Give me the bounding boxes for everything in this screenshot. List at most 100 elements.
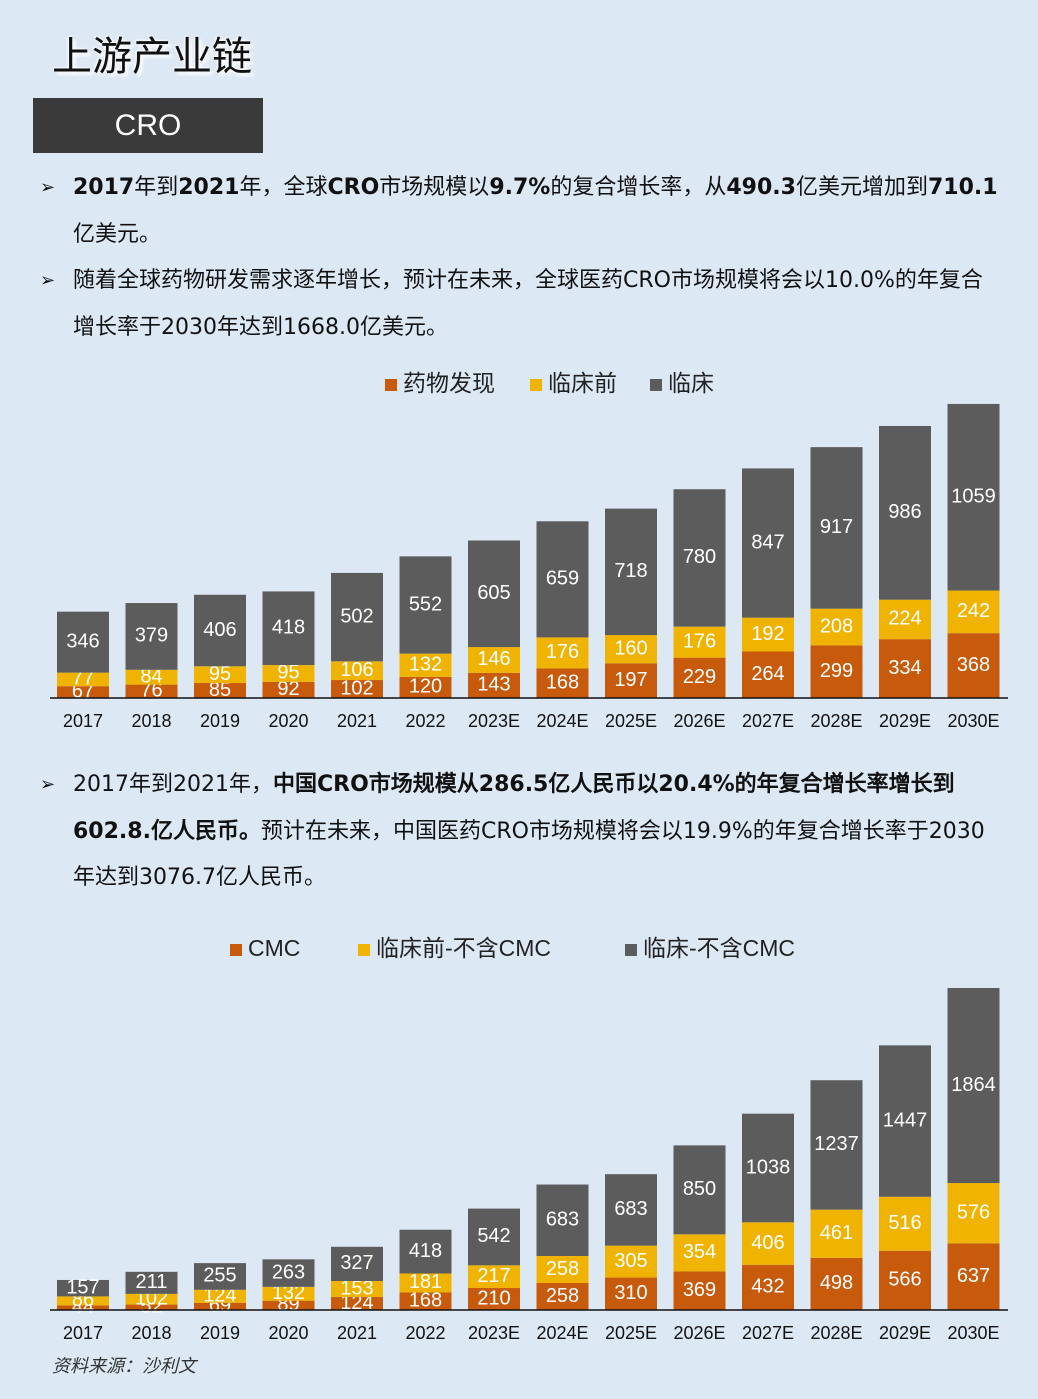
data-label: 255 [203, 1265, 236, 1287]
bar-segment [399, 1292, 452, 1310]
data-label: 106 [340, 659, 373, 681]
text-run: 9.7% [489, 175, 551, 200]
data-label: 346 [66, 630, 99, 652]
bar-segment [194, 1263, 246, 1290]
x-tick-label: 2026E [673, 1323, 725, 1343]
data-label: 132 [409, 654, 442, 676]
data-label: 217 [477, 1265, 510, 1287]
x-tick-label: 2024E [536, 711, 588, 731]
data-label: 502 [340, 605, 373, 627]
data-label: 229 [683, 666, 716, 688]
bar-segment [742, 1113, 794, 1223]
x-tick-label: 2019 [200, 1323, 240, 1343]
x-tick-label: 2017 [63, 1323, 103, 1343]
text-run: 中国CRO市场规模从286.5亿人民币以20.4%的年复合增长率增长到602.8… [73, 772, 955, 844]
bar-segment [194, 666, 246, 684]
text-run: 2017 [73, 175, 135, 200]
data-label: 143 [477, 674, 510, 696]
data-label: 847 [751, 531, 784, 553]
data-label: 1864 [951, 1074, 996, 1096]
x-tick-label: 2028E [810, 711, 862, 731]
legend-label: 药物发现 [403, 370, 495, 396]
data-label: 917 [820, 516, 853, 538]
data-label: 637 [957, 1265, 990, 1287]
data-label: 498 [820, 1272, 853, 1294]
text-run: 市场规模以 [379, 175, 490, 200]
x-tick-label: 2027E [742, 711, 794, 731]
bar-segment [536, 1184, 589, 1257]
bar-segment [125, 1304, 178, 1310]
data-label: 379 [135, 625, 168, 647]
data-label: 168 [409, 1289, 442, 1311]
bar-segment [673, 626, 726, 658]
bar-segment [57, 686, 109, 698]
text-run: 710.1 [927, 175, 998, 200]
data-label: 986 [888, 501, 921, 523]
data-label: 542 [477, 1225, 510, 1247]
bar-segment [536, 668, 589, 698]
bar-segment [331, 572, 383, 662]
legend-swatch [650, 379, 662, 391]
text-run: 年到 [134, 175, 179, 200]
data-label: 683 [546, 1209, 579, 1231]
bar-segment [536, 637, 589, 669]
data-label: 1038 [746, 1156, 791, 1178]
x-tick-label: 2023E [468, 711, 520, 731]
data-label: 192 [751, 623, 784, 645]
legend-label: CMC [248, 935, 300, 961]
bar-segment [57, 611, 109, 673]
bullet: ➢ 随着全球药物研发需求逐年增长，预计在未来，全球医药CRO市场规模将会以10.0… [40, 258, 1000, 351]
bar-segment [742, 468, 794, 618]
x-tick-label: 2021 [337, 711, 377, 731]
page-title: 上游产业链 [52, 34, 252, 80]
bar-segment [57, 672, 109, 687]
bar-segment [947, 988, 1000, 1184]
bar-segment [125, 669, 178, 685]
bar-segment [262, 591, 315, 666]
legend-swatch [385, 379, 397, 391]
bar-segment [947, 1243, 1000, 1310]
data-label: 146 [477, 648, 510, 670]
bar-segment [399, 1229, 452, 1274]
x-tick-label: 2025E [605, 1323, 657, 1343]
x-tick-label: 2020 [268, 1323, 308, 1343]
bar-segment [605, 508, 657, 636]
legend-label: 临床前-不含CMC [376, 935, 551, 961]
data-label: 210 [477, 1287, 510, 1309]
text-run: 预计在未来，中国医药CRO市场规模将会以19.9%的年复合增长率于2030年达到… [73, 818, 985, 891]
bar-segment [810, 447, 863, 609]
x-tick-label: 2019 [200, 711, 240, 731]
x-tick-label: 2027E [742, 1323, 794, 1343]
bar-segment [125, 1271, 178, 1294]
data-label: 718 [614, 560, 647, 582]
data-label: 242 [957, 600, 990, 622]
bar-segment [399, 653, 452, 677]
data-label: 76 [140, 680, 162, 702]
bar-segment [194, 1302, 246, 1310]
bar-segment [947, 590, 1000, 634]
bar-segment [331, 1297, 383, 1310]
bar-segment [331, 661, 383, 681]
data-label: 211 [136, 1271, 168, 1293]
bullet-text: 2017年到2021年，中国CRO市场规模从286.5亿人民币以20.4%的年复… [73, 762, 1000, 902]
data-label: 406 [751, 1232, 784, 1254]
bar-segment [468, 647, 520, 673]
bar-segment [673, 1271, 726, 1310]
data-label: 77 [72, 668, 94, 690]
bar-segment [673, 657, 726, 698]
bar-segment [879, 639, 931, 698]
data-label: 305 [614, 1250, 647, 1272]
data-label: 418 [409, 1240, 442, 1262]
bar-segment [742, 617, 794, 652]
bar-segment [468, 1208, 520, 1266]
x-tick-label: 2018 [131, 1323, 171, 1343]
section-label: CRO [33, 98, 263, 153]
bullet-marker: ➢ [40, 774, 56, 795]
bar-segment [810, 608, 863, 646]
data-label: 224 [888, 608, 921, 630]
x-tick-label: 2025E [605, 711, 657, 731]
bar-segment [742, 1222, 794, 1265]
bar-segment [947, 633, 1000, 698]
legend-swatch [358, 944, 370, 956]
bar-segment [331, 1246, 383, 1282]
